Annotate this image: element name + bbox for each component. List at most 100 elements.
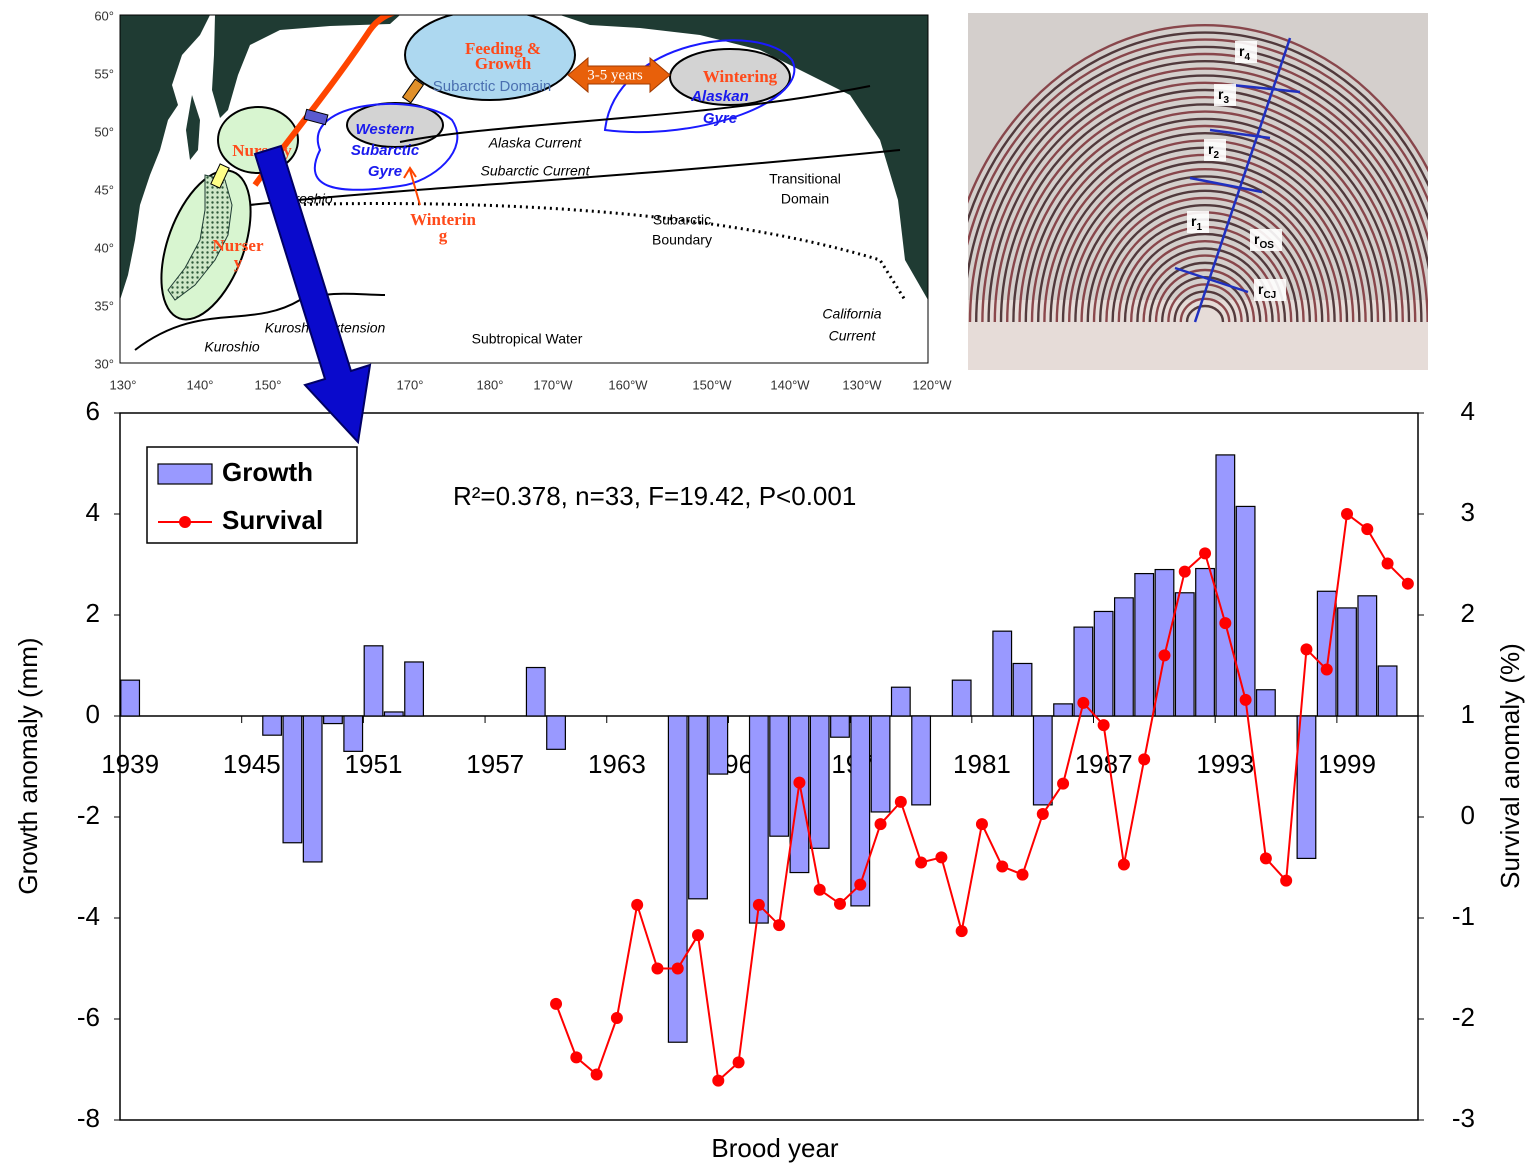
point [1077,696,1090,709]
photo-label: rCJ [1258,281,1276,301]
ring [1086,189,1324,323]
route-marker [210,163,230,189]
label-subscript: CJ [1263,290,1276,301]
map-label: 3-5 years [587,67,643,83]
y2-tick-label: -1 [1452,901,1475,931]
label-box [1250,229,1282,251]
ring [1092,196,1318,323]
point [874,818,887,831]
y2-tick-label: 4 [1461,396,1475,426]
bar [769,715,790,837]
y2-tick-label: -2 [1452,1002,1475,1032]
bar [525,666,546,717]
lon-label: 140° [187,377,214,392]
lat-label: 60° [94,8,114,23]
x-tick-label: 1939 [101,749,159,779]
point [1057,777,1070,790]
y2-tick-label: 0 [1461,800,1475,830]
ring [1037,132,1373,323]
bar [1235,505,1256,717]
point [1401,577,1414,590]
point [1361,523,1374,536]
lat-label: 40° [94,240,114,255]
photo-label: r4 [1239,43,1250,63]
point [712,1074,725,1087]
point [570,1051,583,1064]
bar [890,686,911,717]
ring [1012,103,1398,323]
y2-tick-label: 1 [1461,699,1475,729]
y2-tick-label: 3 [1461,497,1475,527]
map-label: Western [356,121,415,138]
label-box [1235,41,1257,63]
map-label: Gyre [703,110,737,127]
lon-label: 170° [397,377,424,392]
bar [1012,662,1033,717]
link-arrow [253,144,372,445]
label-subscript: 3 [1223,95,1229,106]
lon-label: 160°W [608,377,648,392]
label-text: r [1208,141,1214,157]
lon-label: 180° [477,377,504,392]
legend-label: Growth [222,457,313,487]
current [249,149,901,206]
bar [688,715,708,900]
x-tick-label: 1951 [345,749,403,779]
lon-label: 150° [255,377,282,392]
map-label: Subarctic Current [481,163,591,179]
map-label: Feeding & [465,39,541,58]
point [1280,874,1293,887]
point [955,925,968,938]
map-label: Growth [475,54,532,73]
ring [968,45,1428,280]
x-tick-label: 1987 [1075,749,1133,779]
bar [1215,454,1236,717]
y-tick-label: -8 [77,1103,100,1133]
y-tick-label: 6 [86,396,100,426]
bar [404,661,425,717]
bar [1032,715,1053,806]
bar [850,715,871,907]
lat-label: 30° [94,356,114,371]
ring [975,60,1428,323]
scale-rings [968,24,1428,370]
ring [968,24,1428,204]
map-label: y [234,253,243,272]
x-tick-label: 1957 [466,749,524,779]
map-label: Current [829,328,877,344]
map-label: Boundary [652,232,712,248]
ring [1074,175,1336,323]
bar [302,715,323,863]
point [1381,557,1394,570]
bar [363,645,384,717]
chart: -8 -6 -4 -2 0 2 4 6 -3 -2 -1 0 1 2 3 4 1939 1945 1951 1957 1… [13,396,1525,1163]
map-label: Gyre [368,163,402,180]
y-tick-label: -2 [77,800,100,830]
point [1178,565,1191,578]
ring [1018,110,1392,323]
y2-tick-label: -3 [1452,1103,1475,1133]
label-text: r [1239,43,1245,59]
measurement-axis [1174,37,1301,323]
label-subscript: 2 [1213,150,1219,161]
ring [1024,117,1386,323]
bar [789,715,810,874]
ring [1061,160,1349,323]
map-label: g [439,226,448,245]
y-tick-label: 0 [86,699,100,729]
point [1239,693,1252,706]
bar [951,679,972,717]
ring [1080,182,1330,323]
map-labels: Feeding &Growth Subarctic Domain 3-5 years… [204,39,881,355]
map-label: Subarctic [653,212,711,228]
lat-label: 35° [94,298,114,313]
bar [1316,590,1337,717]
ring [981,67,1428,323]
photo-label: r3 [1218,86,1229,106]
ring [968,31,1428,223]
bar [120,679,141,717]
annotation: R²=0.378, n=33, F=19.42, P<0.001 [453,481,856,511]
